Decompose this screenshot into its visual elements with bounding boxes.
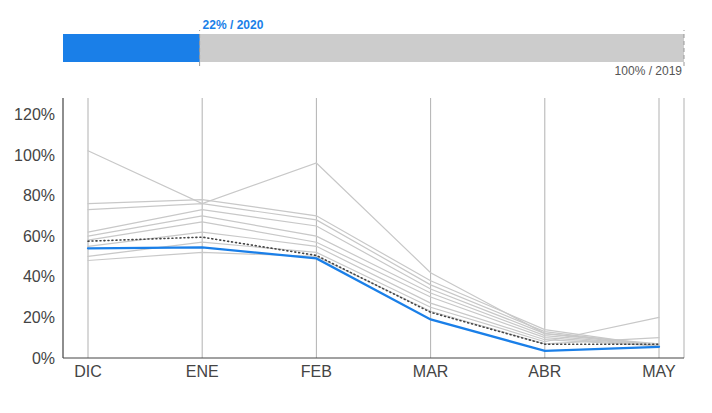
svg-text:22% / 2020: 22% / 2020 bbox=[203, 18, 264, 32]
svg-text:80%: 80% bbox=[23, 187, 55, 204]
svg-text:100% / 2019: 100% / 2019 bbox=[615, 64, 683, 78]
svg-text:0%: 0% bbox=[32, 350, 55, 367]
svg-text:120%: 120% bbox=[14, 106, 55, 123]
svg-text:100%: 100% bbox=[14, 147, 55, 164]
svg-text:ENE: ENE bbox=[186, 363, 219, 380]
svg-text:MAY: MAY bbox=[642, 363, 676, 380]
svg-text:MAR: MAR bbox=[413, 363, 449, 380]
svg-text:FEB: FEB bbox=[301, 363, 332, 380]
svg-text:20%: 20% bbox=[23, 309, 55, 326]
svg-text:40%: 40% bbox=[23, 268, 55, 285]
svg-text:DIC: DIC bbox=[74, 363, 102, 380]
svg-text:60%: 60% bbox=[23, 228, 55, 245]
svg-text:ABR: ABR bbox=[528, 363, 561, 380]
